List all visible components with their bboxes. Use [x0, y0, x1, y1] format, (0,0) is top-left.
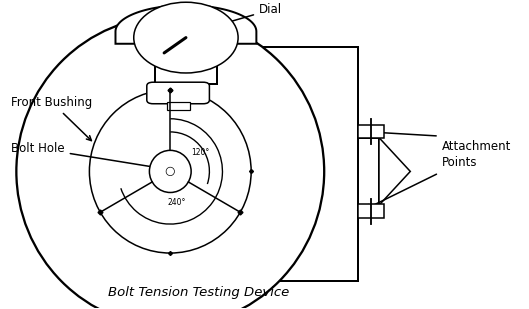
Ellipse shape [166, 167, 175, 176]
Ellipse shape [16, 16, 324, 309]
Bar [358, 125, 384, 138]
Text: 120°: 120° [191, 148, 209, 158]
Text: Front Bushing: Front Bushing [11, 96, 93, 141]
Bar [358, 205, 384, 218]
Text: Dial: Dial [200, 3, 282, 31]
Polygon shape [115, 5, 257, 44]
Text: Attachment
Points: Attachment Points [442, 141, 511, 168]
FancyBboxPatch shape [147, 82, 209, 104]
Text: 240°: 240° [168, 198, 186, 207]
Ellipse shape [149, 150, 191, 193]
Bar [167, 102, 189, 110]
Ellipse shape [134, 2, 238, 73]
Bar [97, 47, 358, 281]
Text: Bolt Tension Testing Device: Bolt Tension Testing Device [108, 286, 289, 299]
Text: Bolt Hole: Bolt Hole [11, 142, 176, 172]
Ellipse shape [89, 90, 251, 253]
Polygon shape [379, 138, 411, 205]
